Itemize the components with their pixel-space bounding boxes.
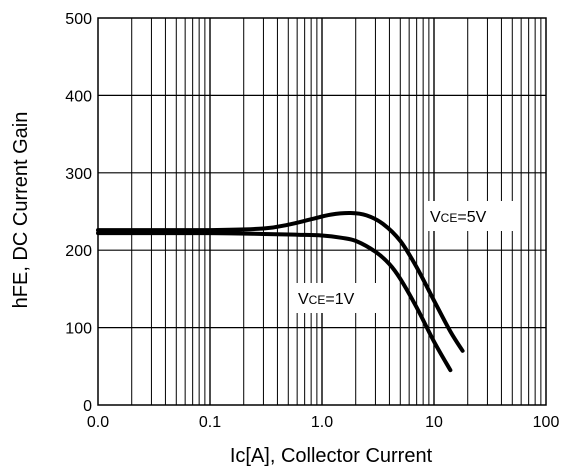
y-tick-label: 400: [65, 88, 92, 105]
series-line-1: [96, 231, 453, 373]
y-tick-label: 300: [65, 166, 92, 183]
curves: [96, 211, 465, 373]
x-tick-label: 0.0: [87, 414, 109, 431]
grid: [98, 18, 546, 405]
annotation-background: [424, 201, 520, 231]
annotation-background: [292, 283, 388, 313]
series-annotation-1: VCE=1V: [292, 283, 388, 313]
y-tick-label: 100: [65, 321, 92, 338]
x-axis-label: Ic[A], Collector Current: [230, 445, 433, 467]
annotation-label: VCE=1V: [298, 291, 355, 308]
x-tick-label: 10: [425, 414, 443, 431]
plot-area-frame: [97, 17, 547, 406]
y-tick-label: 500: [65, 11, 92, 28]
x-tick-label: 100: [533, 414, 560, 431]
y-tick-label: 0: [83, 398, 92, 415]
series-annotations: VCE=5V VCE=1V: [292, 201, 520, 313]
series-line-0: [96, 211, 465, 353]
y-axis-label: hFE, DC Current Gain: [10, 112, 32, 309]
tick-labels: 0.0 0.1 1.0 10 100 0 100 200 300 400 500: [65, 11, 559, 431]
y-tick-label: 200: [65, 243, 92, 260]
x-tick-label: 1.0: [311, 414, 333, 431]
series-annotation-0: VCE=5V: [424, 201, 520, 231]
x-tick-label: 0.1: [199, 414, 221, 431]
annotation-label: VCE=5V: [430, 209, 487, 226]
